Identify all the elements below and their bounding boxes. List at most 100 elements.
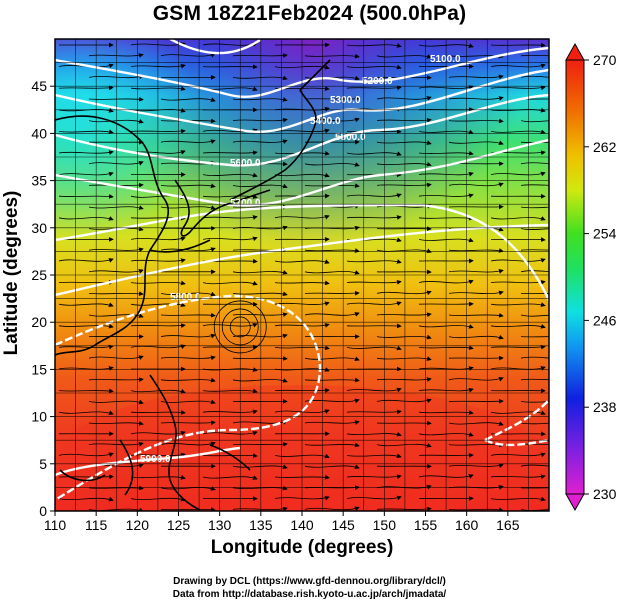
- streamline: [376, 54, 432, 59]
- streamline: [346, 474, 402, 480]
- streamline: [160, 377, 216, 383]
- streamline: [376, 420, 432, 426]
- streamline: [202, 409, 258, 415]
- streamline: [520, 249, 549, 251]
- streamline: [160, 399, 216, 405]
- colorbar-tick-label: 254: [593, 226, 617, 242]
- streamline: [346, 259, 402, 264]
- streamline: [376, 377, 432, 382]
- streamline: [202, 215, 258, 220]
- streamline: [232, 53, 288, 58]
- svg-text:5200.0: 5200.0: [362, 76, 393, 87]
- streamline: [448, 182, 504, 188]
- figure-title: GSM 18Z21Feb2024 (500.0hPa): [152, 2, 467, 25]
- streamline: [304, 270, 360, 275]
- y-tick-label: 25: [31, 267, 47, 283]
- streamline: [490, 452, 546, 458]
- streamline: [346, 64, 402, 70]
- svg-text:5500.0: 5500.0: [335, 132, 366, 143]
- streamline: [160, 247, 216, 252]
- streamline: [88, 160, 144, 166]
- streamline: [520, 401, 549, 403]
- streamline: [520, 54, 549, 57]
- streamline: [58, 474, 114, 480]
- streamline: [304, 312, 360, 317]
- streamline: [232, 378, 288, 383]
- streamline: [160, 52, 216, 58]
- streamline: [58, 129, 114, 135]
- streamline: [304, 248, 360, 253]
- streamline: [202, 64, 258, 70]
- streamline: [490, 216, 546, 221]
- y-tick-label: 35: [31, 173, 47, 189]
- streamline: [202, 475, 258, 480]
- streamline: [346, 409, 402, 415]
- x-tick-label: 115: [85, 517, 108, 533]
- streamline: [376, 290, 432, 296]
- streamline: [376, 334, 432, 340]
- lat-lon-grid: [54, 38, 550, 512]
- streamline: [160, 226, 216, 231]
- streamline: [58, 85, 114, 91]
- streamline: [202, 430, 258, 436]
- svg-text:5800.0: 5800.0: [170, 292, 201, 303]
- streamline: [88, 291, 144, 296]
- y-tick-label: 0: [39, 503, 47, 519]
- credit-drawing: Drawing by DCL (https://www.gfd-dennou.o…: [173, 576, 446, 587]
- streamline: [520, 464, 549, 467]
- streamline: [304, 162, 360, 167]
- streamline: [160, 355, 216, 361]
- streamline: [304, 398, 360, 404]
- streamline: [520, 443, 549, 445]
- streamline: [490, 344, 546, 350]
- y-axis-ticks: 0 5 10 15 20 25 30 35 40 45: [31, 78, 55, 519]
- streamline: [58, 366, 114, 371]
- colorbar-top-arrow: [565, 42, 585, 61]
- streamline: [520, 184, 549, 186]
- streamline: [58, 388, 114, 394]
- streamline: [448, 507, 504, 511]
- streamline: [376, 312, 432, 318]
- streamline: [346, 453, 402, 459]
- streamline: [346, 85, 402, 91]
- map-plot: 5100.0 5200.0 5300.0 5400.0 5500.0 5600.…: [31, 38, 617, 533]
- streamline: [202, 194, 258, 199]
- streamline: [202, 388, 258, 394]
- streamline: [448, 140, 504, 146]
- x-axis-ticks: 110 115 120 125 130 135 140 145 150 155 160 165: [44, 511, 520, 533]
- streamline: [202, 344, 258, 350]
- streamline: [232, 312, 288, 318]
- svg-text:5600.0: 5600.0: [230, 158, 261, 169]
- streamline: [232, 291, 288, 297]
- streamline: [304, 420, 360, 425]
- streamline: [448, 421, 504, 426]
- colorbar-tick-label: 238: [593, 399, 617, 415]
- streamline: [58, 216, 114, 221]
- colorbar-bottom-arrow: [565, 493, 585, 512]
- streamline: [88, 485, 144, 491]
- streamline: [520, 509, 549, 511]
- streamline: [490, 171, 546, 177]
- streamline: [376, 398, 432, 404]
- streamline: [160, 420, 216, 426]
- streamline: [376, 140, 432, 145]
- streamline: [202, 453, 258, 458]
- streamline: [58, 171, 114, 177]
- streamline: [448, 290, 504, 296]
- streamline: [160, 441, 216, 447]
- streamline: [346, 215, 402, 220]
- streamline: [160, 507, 216, 511]
- y-tick-label: 30: [31, 220, 47, 236]
- streamline: [520, 356, 549, 359]
- streamline: [448, 96, 504, 101]
- streamline: [346, 279, 402, 285]
- streamline: [88, 96, 144, 102]
- streamline: [490, 42, 546, 48]
- streamline: [304, 356, 360, 362]
- x-tick-label: 145: [331, 517, 355, 533]
- streamline: [520, 422, 549, 425]
- streamline: [448, 74, 504, 80]
- streamline: [232, 139, 288, 144]
- streamline: [520, 120, 549, 123]
- streamline: [232, 442, 288, 447]
